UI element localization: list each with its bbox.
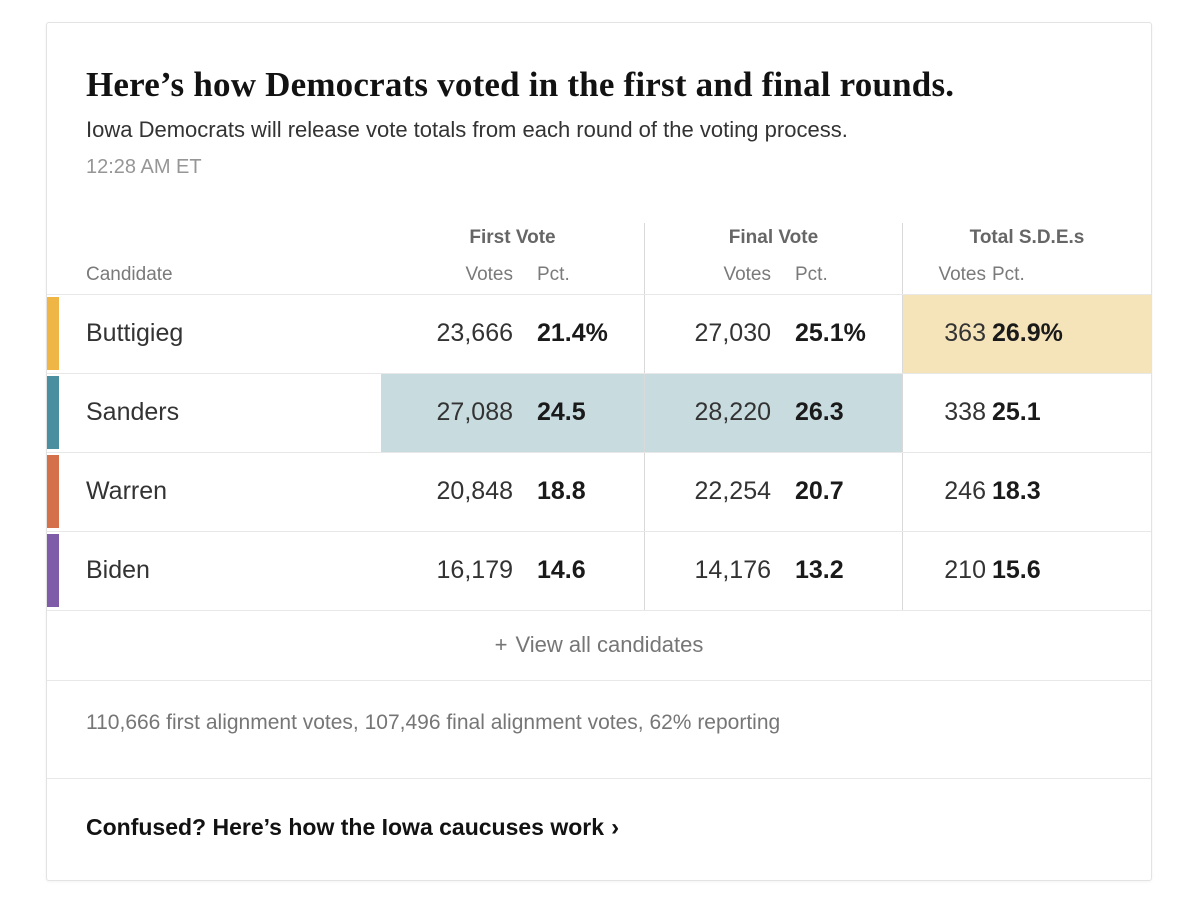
- subtitle: Iowa Democrats will release vote totals …: [86, 117, 848, 142]
- table-row: Biden 16,179 14.6 14,176 13.2 210 15.6: [47, 530, 1151, 610]
- timestamp: 12:28 AM ET: [86, 155, 202, 178]
- results-card: Here’s how Democrats voted in the first …: [46, 22, 1152, 881]
- sde-votes-header: Votes: [938, 263, 986, 285]
- final-pct-value: 25.1%: [795, 319, 866, 348]
- view-all-label: View all candidates: [515, 632, 704, 658]
- final-pct-value: 26.3: [795, 398, 844, 427]
- candidate-name: Sanders: [86, 398, 180, 427]
- total-sde-group-label: Total S.D.E.s: [969, 226, 1085, 248]
- chevron-right-icon: ›: [611, 813, 620, 841]
- candidate-color-bar: [47, 375, 59, 449]
- sde-pct-header: Pct.: [992, 263, 1025, 285]
- first-pct-value: 18.8: [537, 477, 586, 506]
- sde-votes-value: 338: [944, 398, 986, 427]
- explainer-link-label: Confused? Here’s how the Iowa caucuses w…: [86, 813, 605, 840]
- final-votes-header: Votes: [723, 263, 771, 285]
- first-votes-value: 16,179: [436, 556, 513, 585]
- first-votes-value: 20,848: [436, 477, 513, 506]
- first-votes-header: Votes: [465, 263, 513, 285]
- color-bar-spacer: [47, 223, 59, 294]
- table-row: Buttigieg 23,666 21.4% 27,030 25.1% 363 …: [47, 293, 1151, 373]
- candidate-name: Biden: [86, 556, 150, 585]
- sde-pct-value: 15.6: [992, 556, 1041, 585]
- first-vote-cell: 20,848 18.8: [381, 453, 644, 531]
- final-votes-value: 22,254: [694, 477, 771, 506]
- total-sde-cell: 210 15.6: [902, 531, 1151, 610]
- final-pct-value: 20.7: [795, 477, 844, 506]
- candidate-color-bar: [47, 296, 59, 370]
- table-header: Candidate First Vote Votes Pct. Final Vo…: [47, 222, 1151, 294]
- final-votes-value: 28,220: [694, 398, 771, 427]
- final-pct-header: Pct.: [795, 263, 828, 285]
- final-vote-cell: 14,176 13.2: [644, 531, 902, 610]
- final-vote-group-label: Final Vote: [728, 226, 819, 248]
- table-rows: Buttigieg 23,666 21.4% 27,030 25.1% 363 …: [47, 293, 1151, 610]
- total-sde-cell: 246 18.3: [902, 452, 1151, 531]
- first-pct-value: 21.4%: [537, 319, 608, 348]
- final-vote-cell: 27,030 25.1%: [644, 294, 902, 373]
- sde-votes-value: 246: [944, 477, 986, 506]
- table-row: Warren 20,848 18.8 22,254 20.7 246 18.3: [47, 451, 1151, 531]
- card-header: Here’s how Democrats voted in the first …: [47, 23, 1151, 179]
- total-sde-column-group: Total S.D.E.s Votes Pct.: [902, 222, 1151, 294]
- candidate-name: Buttigieg: [86, 319, 184, 348]
- reporting-stats: 110,666 first alignment votes, 107,496 f…: [47, 679, 1151, 778]
- first-votes-value: 27,088: [436, 398, 513, 427]
- sde-votes-value: 363: [944, 319, 986, 348]
- final-pct-value: 13.2: [795, 556, 844, 585]
- first-pct-value: 14.6: [537, 556, 586, 585]
- candidate-name: Warren: [86, 477, 168, 506]
- final-vote-cell: 28,220 26.3: [644, 373, 902, 452]
- candidate-column-header: Candidate: [59, 223, 381, 294]
- first-vote-column-group: First Vote Votes Pct.: [381, 223, 644, 294]
- first-vote-group-label: First Vote: [469, 226, 556, 248]
- table-row: Sanders 27,088 24.5 28,220 26.3 338 25.1: [47, 372, 1151, 452]
- total-sde-cell: 338 25.1: [902, 373, 1151, 452]
- first-vote-cell: 16,179 14.6: [381, 532, 644, 610]
- total-sde-cell: 363 26.9%: [902, 294, 1151, 373]
- final-vote-column-group: Final Vote Votes Pct.: [644, 222, 902, 294]
- candidate-color-bar: [47, 454, 59, 528]
- final-vote-cell: 22,254 20.7: [644, 452, 902, 531]
- sde-pct-value: 18.3: [992, 477, 1041, 506]
- plus-icon: +: [494, 632, 508, 658]
- final-votes-value: 14,176: [694, 556, 771, 585]
- page-title: Here’s how Democrats voted in the first …: [86, 65, 955, 104]
- candidate-header-label: Candidate: [86, 263, 173, 285]
- first-votes-value: 23,666: [436, 319, 513, 348]
- candidate-color-bar: [47, 533, 59, 607]
- sde-pct-value: 25.1: [992, 398, 1041, 427]
- first-vote-cell: 23,666 21.4%: [381, 295, 644, 373]
- first-pct-value: 24.5: [537, 398, 586, 427]
- first-pct-header: Pct.: [537, 263, 570, 285]
- sde-pct-value: 26.9%: [992, 319, 1063, 348]
- caucus-explainer-link[interactable]: Confused? Here’s how the Iowa caucuses w…: [47, 777, 1151, 879]
- first-vote-cell: 27,088 24.5: [381, 373, 644, 452]
- view-all-candidates-button[interactable]: + View all candidates: [47, 609, 1151, 680]
- final-votes-value: 27,030: [694, 319, 771, 348]
- sde-votes-value: 210: [944, 556, 986, 585]
